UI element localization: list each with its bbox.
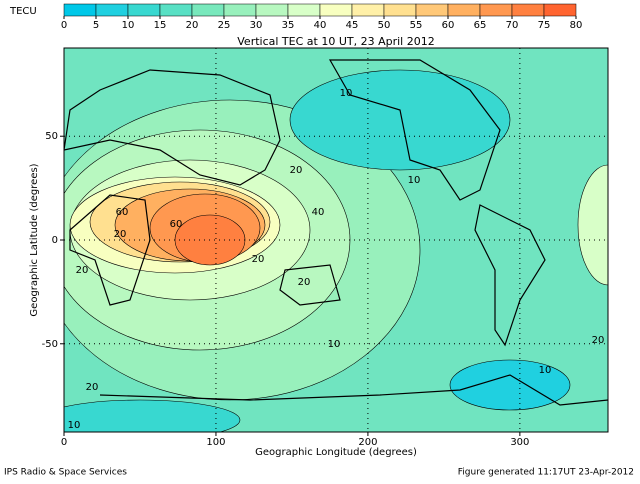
colorbar-tick-label: 5	[93, 20, 99, 31]
colorbar-tick-label: 20	[186, 20, 199, 31]
colorbar-swatch	[95, 3, 129, 17]
colorbar-swatch	[191, 3, 225, 17]
colorbar-tick-label: 75	[538, 20, 551, 31]
y-tick-label: 0	[52, 235, 58, 246]
colorbar-swatch	[223, 3, 257, 17]
colorbar-swatch	[415, 3, 449, 17]
tec-field	[64, 48, 608, 432]
y-tick-label: -50	[42, 339, 58, 350]
x-tick-label: 300	[510, 437, 529, 448]
contour-label: 20	[76, 265, 89, 276]
contour-label: 20	[592, 335, 605, 346]
x-tick-label: 0	[61, 437, 67, 448]
contour-label: 10	[340, 88, 353, 99]
contour-label: 10	[68, 420, 81, 431]
contour-label: 60	[170, 219, 183, 230]
colorbar-tick-label: 65	[474, 20, 487, 31]
y-axis-label: Geographic Latitude (degrees)	[29, 163, 40, 316]
contour-label: 20	[252, 254, 265, 265]
contour-label: 20	[290, 165, 303, 176]
colorbar-swatch	[543, 3, 577, 17]
colorbar-tick-label: 30	[250, 20, 263, 31]
contour-label: 20	[298, 277, 311, 288]
contour-label: 20	[114, 229, 127, 240]
colorbar-tick-label: 35	[282, 20, 295, 31]
colorbar-swatch	[319, 3, 353, 17]
colorbar-swatch	[255, 3, 289, 17]
contour-label: 10	[539, 365, 552, 376]
contour-label: 10	[408, 175, 421, 186]
colorbar-swatch	[287, 3, 321, 17]
contour-label: 10	[328, 339, 341, 350]
colorbar-tick-label: 70	[506, 20, 519, 31]
colorbar-tick-label: 25	[218, 20, 231, 31]
x-axis-label: Geographic Longitude (degrees)	[255, 447, 417, 458]
y-tick-label: 50	[45, 131, 58, 142]
colorbar-tick-label: 60	[442, 20, 455, 31]
x-tick-label: 100	[206, 437, 225, 448]
x-tick-label: 200	[358, 437, 377, 448]
colorbar-tick-label: 10	[122, 20, 135, 31]
colorbar-swatch	[511, 3, 545, 17]
colorbar-label: TECU	[9, 6, 37, 17]
contour-label: 40	[312, 207, 325, 218]
colorbar-tick-label: 0	[61, 20, 67, 31]
map-title: Vertical TEC at 10 UT, 23 April 2012	[237, 35, 434, 48]
colorbar-swatch	[479, 3, 513, 17]
contour-label: 60	[116, 207, 129, 218]
footer-right: Figure generated 11:17UT 23-Apr-2012	[458, 468, 634, 478]
contour-label: 20	[86, 382, 99, 393]
colorbar-swatch	[447, 3, 481, 17]
colorbar-tick-label: 15	[154, 20, 167, 31]
colorbar-swatch	[63, 3, 97, 17]
colorbar-swatch	[159, 3, 193, 17]
colorbar-tick-label: 80	[570, 20, 583, 31]
colorbar-tick-label: 55	[410, 20, 423, 31]
colorbar-tick-label: 40	[314, 20, 327, 31]
colorbar-swatch	[351, 3, 385, 17]
colorbar-swatch	[127, 3, 161, 17]
colorbar-tick-label: 45	[346, 20, 359, 31]
colorbar-swatch	[383, 3, 417, 17]
footer-left: IPS Radio & Space Services	[4, 468, 127, 478]
colorbar-tick-label: 50	[378, 20, 391, 31]
